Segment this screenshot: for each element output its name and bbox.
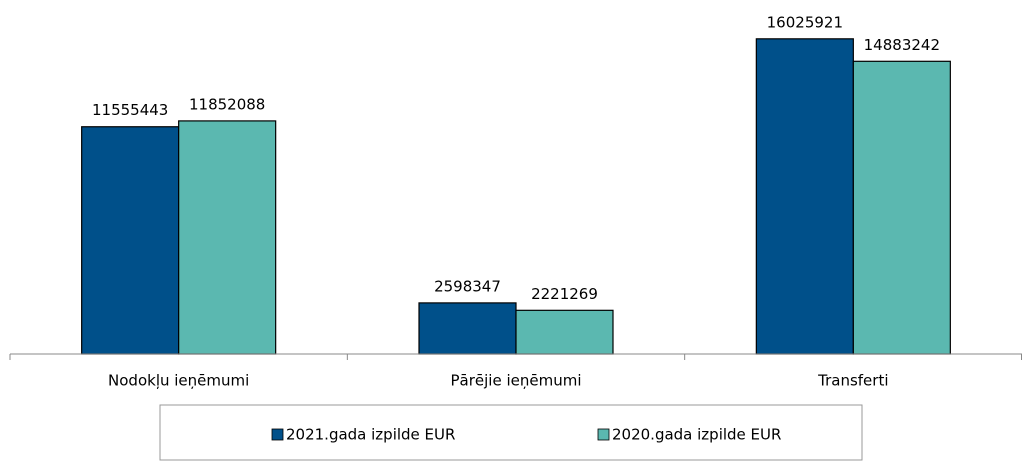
data-label: 2598347 xyxy=(434,277,501,295)
data-label: 14883242 xyxy=(864,36,940,54)
data-label: 2221269 xyxy=(531,285,598,303)
legend-swatch xyxy=(271,428,284,441)
legend-label: 2020.gada izpilde EUR xyxy=(612,426,781,444)
x-tick-label: Transferti xyxy=(817,372,888,390)
bar xyxy=(515,309,614,355)
bar xyxy=(418,302,517,355)
legend-swatch xyxy=(597,428,610,441)
bar xyxy=(178,120,277,355)
x-tick-label: Nodokļu ieņēmumi xyxy=(108,372,249,390)
data-label: 11852088 xyxy=(189,95,265,113)
data-label: 11555443 xyxy=(92,101,168,119)
legend-label: 2021.gada izpilde EUR xyxy=(286,426,455,444)
bar xyxy=(755,38,854,355)
bar xyxy=(852,60,951,355)
bar xyxy=(81,126,180,355)
data-label: 16025921 xyxy=(767,13,843,31)
x-tick-label: Pārējie ieņēmumi xyxy=(451,372,582,390)
